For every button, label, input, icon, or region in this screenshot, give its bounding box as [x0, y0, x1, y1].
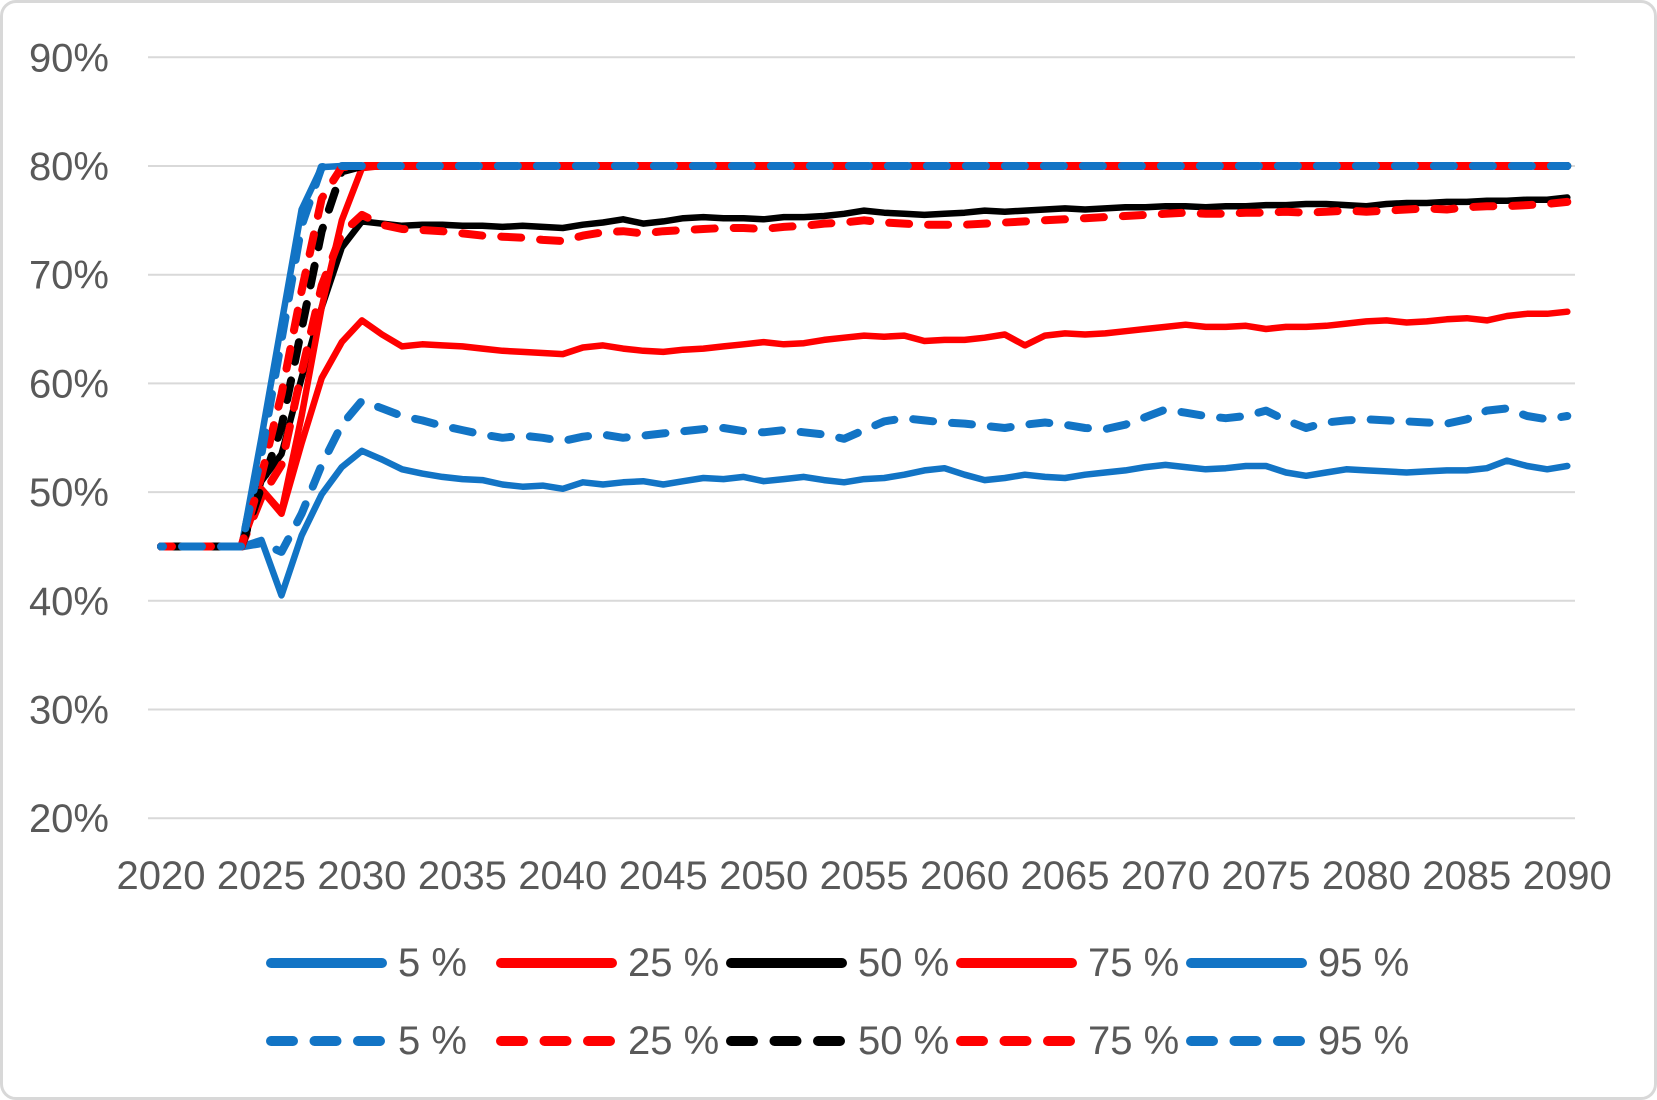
legend-row-dashed: 5 % 25 % 50 % 75 % 95 % [265, 1019, 1415, 1063]
legend-item-solid-5%: 5 % [265, 943, 495, 983]
legend-item-dashed-5%: 5 % [265, 1021, 495, 1061]
x-axis-tick-label: 2055 [820, 854, 909, 898]
legend-label: 50 % [858, 941, 950, 985]
y-axis-tick-label: 30% [29, 689, 109, 733]
x-axis-tick-label: 2035 [418, 854, 507, 898]
x-axis-tick-label: 2030 [317, 854, 406, 898]
legend-swatch-solid-line-icon [496, 958, 617, 968]
legend-item-solid-25%: 25 % [495, 943, 725, 983]
series-dashed-25-line [157, 197, 1572, 551]
x-axis-tick-label: 2070 [1121, 854, 1210, 898]
legend-label: 5 % [398, 941, 467, 985]
y-axis-tick-label: 50% [29, 471, 109, 515]
x-axis-tick-label: 2060 [920, 854, 1009, 898]
y-axis-tick-label: 80% [29, 145, 109, 189]
y-axis-tick-label: 40% [29, 580, 109, 624]
legend-item-solid-50%: 50 % [725, 943, 955, 983]
y-axis-tick-label: 20% [29, 797, 109, 841]
series-dashed-95-line [157, 162, 1572, 551]
legend-item-dashed-95%: 95 % [1185, 1021, 1415, 1061]
legend-swatch-dashed-line-icon [266, 1036, 387, 1046]
legend-swatch-solid-line-icon [1186, 958, 1307, 968]
x-axis-tick-label: 2065 [1021, 854, 1110, 898]
legend-swatch-solid-line-icon [266, 958, 387, 968]
legend-swatch-dashed-line-icon [726, 1036, 847, 1046]
y-axis-tick-label: 60% [29, 362, 109, 406]
legend-swatch-solid-line-icon [726, 958, 847, 968]
series-solid-5-line [157, 447, 1571, 599]
legend-label: 75 % [1088, 1019, 1180, 1063]
series-dashed-5-line [157, 396, 1572, 556]
legend-item-solid-75%: 75 % [955, 943, 1185, 983]
legend-item-solid-95%: 95 % [1185, 943, 1415, 983]
legend-label: 25 % [628, 1019, 720, 1063]
legend-label: 5 % [398, 1019, 467, 1063]
legend-swatch-dashed-line-icon [1186, 1036, 1307, 1046]
legend-item-dashed-75%: 75 % [955, 1021, 1185, 1061]
legend-item-dashed-25%: 25 % [495, 1021, 725, 1061]
legend-swatch-dashed-line-icon [496, 1036, 617, 1046]
series-solid-25-line [157, 308, 1571, 550]
legend-swatch-dashed-line-icon [956, 1036, 1077, 1046]
y-axis-tick-label: 70% [29, 254, 109, 298]
x-axis-tick-label: 2025 [217, 854, 306, 898]
series-solid-50-line [157, 194, 1571, 550]
x-axis-tick-label: 2045 [619, 854, 708, 898]
y-axis-tick-label: 90% [29, 36, 109, 80]
x-axis-tick-label: 2050 [719, 854, 808, 898]
legend-label: 25 % [628, 941, 720, 985]
legend-label: 75 % [1088, 941, 1180, 985]
x-axis-tick-label: 2085 [1422, 854, 1511, 898]
chart-plot-area: 90% 80% 70% 60% 50% 40% 30% 20%2020 2025 2030 2035… [29, 36, 1612, 898]
x-axis-tick-label: 2080 [1322, 854, 1411, 898]
x-axis-tick-label: 2090 [1523, 854, 1612, 898]
legend-label: 50 % [858, 1019, 950, 1063]
legend-label: 95 % [1318, 1019, 1410, 1063]
x-axis-tick-label: 2020 [117, 854, 206, 898]
legend-label: 95 % [1318, 941, 1410, 985]
x-axis-tick-label: 2075 [1222, 854, 1311, 898]
legend-item-dashed-50%: 50 % [725, 1021, 955, 1061]
legend-row-solid: 5 % 25 % 50 % 75 % 95 % [265, 941, 1415, 985]
legend-swatch-solid-line-icon [956, 958, 1077, 968]
x-axis-tick-label: 2040 [518, 854, 607, 898]
